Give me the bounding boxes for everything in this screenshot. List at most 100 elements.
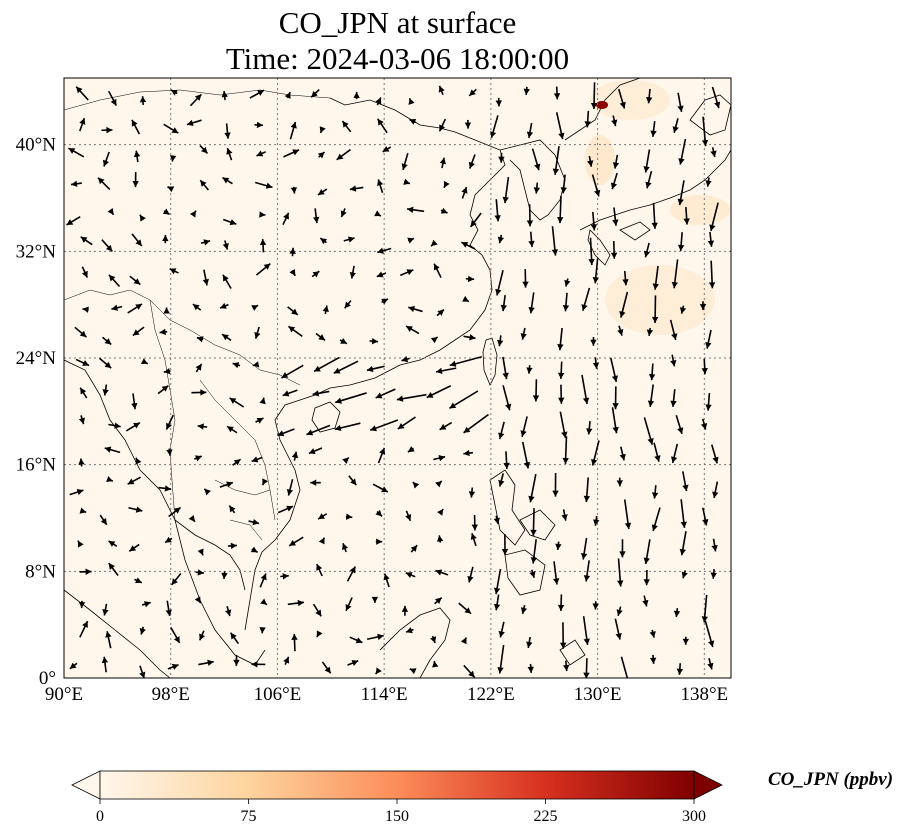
wind-arrow xyxy=(289,247,296,257)
wind-arrow xyxy=(470,532,477,547)
wind-arrow xyxy=(341,120,352,133)
wind-arrow xyxy=(588,237,595,266)
wind-arrow xyxy=(344,300,352,309)
wind-arrow xyxy=(75,358,90,367)
wind-arrow xyxy=(497,335,504,347)
wind-arrow xyxy=(202,269,209,286)
wind-arrow xyxy=(586,421,593,435)
wind-arrow xyxy=(461,186,468,199)
wind-arrow xyxy=(616,477,623,487)
colorbar-label: CO_JPN (ppbv) xyxy=(768,769,894,790)
wind-arrow xyxy=(562,292,570,312)
wind-arrow xyxy=(349,636,363,644)
wind-arrow xyxy=(401,153,409,171)
wind-arrow xyxy=(651,507,661,532)
wind-arrow xyxy=(583,658,590,678)
wind-arrow xyxy=(346,566,357,582)
wind-arrow xyxy=(168,506,182,518)
wind-arrow xyxy=(612,386,619,410)
wind-arrow xyxy=(372,483,389,493)
wind-arrow xyxy=(681,570,688,579)
wind-arrow xyxy=(339,338,348,345)
wind-arrow xyxy=(527,663,534,673)
wind-arrow xyxy=(170,573,182,586)
wind-arrow xyxy=(463,449,474,457)
wind-arrow xyxy=(653,442,661,462)
wind-arrow xyxy=(252,361,260,368)
wind-arrow xyxy=(316,563,323,577)
wind-arrow xyxy=(500,295,507,312)
wind-arrow xyxy=(642,595,649,607)
wind-arrow xyxy=(611,407,619,434)
wind-arrow xyxy=(75,86,89,101)
wind-arrow xyxy=(467,566,474,583)
wind-arrow xyxy=(592,258,599,284)
wind-arrow xyxy=(439,421,453,431)
wind-arrow xyxy=(259,238,267,253)
colorbar-tick-label: 0 xyxy=(96,808,104,825)
wind-arrow xyxy=(564,278,571,287)
colorbar-tick-label: 75 xyxy=(241,808,257,825)
wind-arrow xyxy=(131,119,141,135)
lat-tick-label: 24°N xyxy=(16,348,57,369)
lon-tick-label: 130°E xyxy=(574,684,622,705)
wind-arrow xyxy=(705,329,712,349)
wind-arrow xyxy=(135,457,142,465)
wind-arrow xyxy=(347,660,359,666)
wind-arrow xyxy=(611,115,618,127)
wind-arrow xyxy=(497,234,504,244)
wind-arrow xyxy=(189,210,197,218)
wind-arrow xyxy=(403,178,411,185)
wind-arrow xyxy=(620,656,629,678)
wind-arrow xyxy=(127,303,143,314)
wind-arrow xyxy=(528,231,535,248)
wind-arrow xyxy=(254,121,264,129)
wind-arrow xyxy=(533,182,540,194)
wind-arrow xyxy=(622,270,629,286)
wind-arrow xyxy=(131,393,138,410)
wind-arrow xyxy=(619,446,626,461)
wind-arrow xyxy=(222,240,229,250)
lon-tick-label: 98°E xyxy=(152,684,190,705)
wind-arrow xyxy=(701,116,709,147)
map-title: CO_JPN at surface xyxy=(278,5,517,40)
wind-arrow xyxy=(79,620,89,638)
lon-tick-label: 138°E xyxy=(680,684,728,705)
wind-arrow xyxy=(555,112,565,140)
wind-arrow xyxy=(164,536,173,544)
wind-arrow xyxy=(617,88,626,109)
wind-arrow xyxy=(705,392,712,411)
wind-arrow xyxy=(501,534,509,555)
wind-arrow xyxy=(581,287,591,312)
wind-arrow xyxy=(612,154,620,169)
wind-arrow xyxy=(643,242,651,258)
wind-arrow xyxy=(646,327,654,337)
wind-arrow xyxy=(520,416,528,437)
wind-arrow xyxy=(203,488,211,496)
wind-arrow xyxy=(169,155,177,162)
wind-arrow xyxy=(198,630,206,641)
wind-arrow xyxy=(289,269,296,277)
wind-arrow xyxy=(498,152,505,163)
wind-arrow xyxy=(405,510,412,522)
wind-arrow xyxy=(376,271,387,278)
wind-arrow xyxy=(435,367,457,375)
wind-arrow xyxy=(375,509,383,517)
wind-arrow xyxy=(79,117,86,132)
wind-arrow xyxy=(287,306,299,316)
map-time: Time: 2024-03-06 18:00:00 xyxy=(225,41,570,76)
wind-vectors xyxy=(66,82,721,678)
co-hotspot xyxy=(596,101,608,109)
wind-arrow xyxy=(336,148,351,161)
wind-arrow xyxy=(133,150,141,163)
wind-arrow xyxy=(647,384,655,407)
border xyxy=(229,519,263,541)
wind-arrow xyxy=(682,636,690,645)
lat-tick-label: 40°N xyxy=(16,135,57,156)
wind-arrow xyxy=(78,600,86,609)
wind-arrow xyxy=(649,654,657,664)
wind-arrow xyxy=(562,436,569,464)
wind-arrow xyxy=(705,177,712,187)
wind-arrow xyxy=(188,515,196,523)
wind-arrow xyxy=(528,292,535,314)
